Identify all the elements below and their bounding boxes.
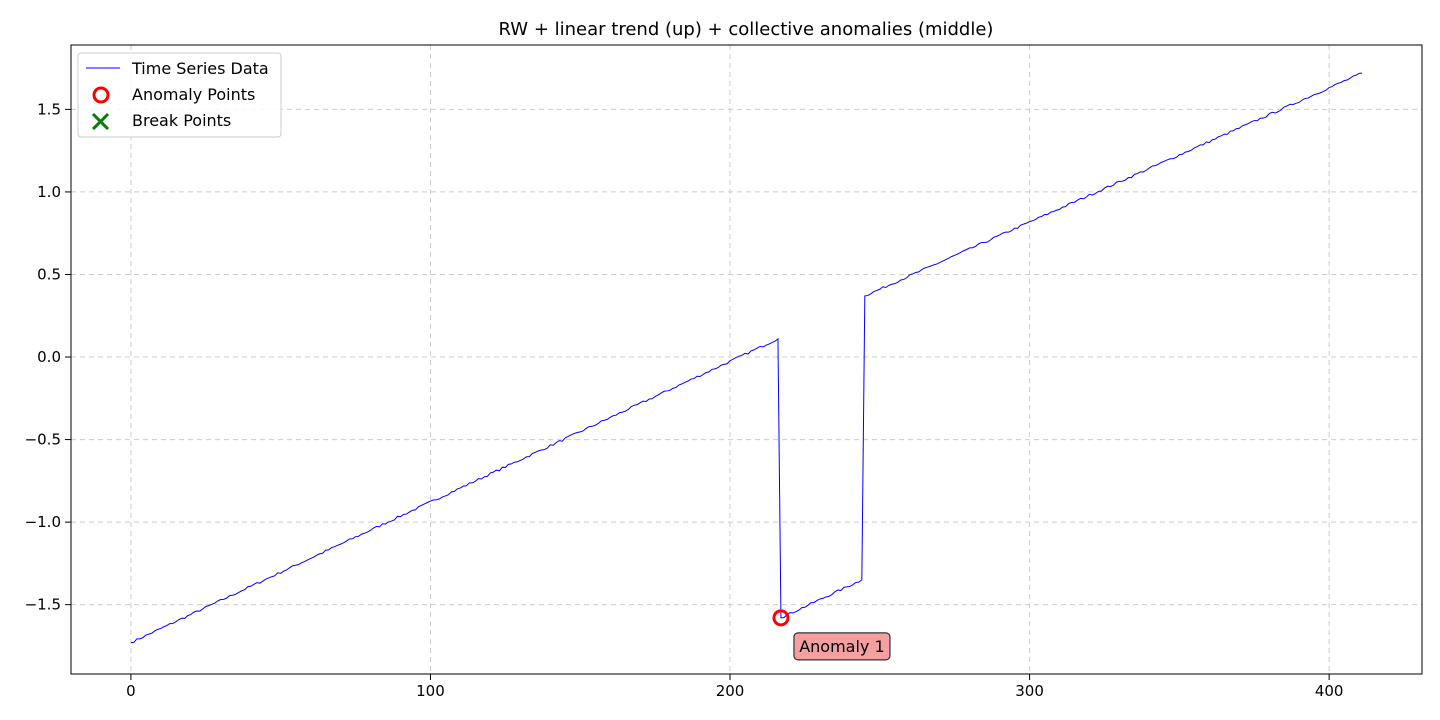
y-tick-label: 0.0	[37, 348, 61, 366]
plot-frame	[70, 44, 1423, 675]
annotation-label: Anomaly 1	[799, 637, 884, 656]
series-layer	[130, 72, 1363, 644]
legend-break-swatch	[91, 112, 110, 131]
y-tick-label: −1.0	[25, 513, 61, 531]
annotations: Anomaly 1	[793, 632, 891, 661]
x-tick-label: 100	[416, 682, 445, 700]
series-line-time-series-data	[130, 72, 1363, 644]
x-axis: 0 100 200 300 400	[126, 674, 1343, 700]
chart-title: RW + linear trend (up) + collective anom…	[499, 19, 994, 40]
y-tick-label: 1.0	[37, 183, 61, 201]
y-tick-label: −0.5	[25, 431, 61, 449]
legend-label-anomaly: Anomaly Points	[132, 85, 255, 104]
legend-label-break: Break Points	[132, 111, 231, 130]
x-tick-label: 200	[716, 682, 745, 700]
legend: Time Series Data Anomaly Points Break Po…	[77, 52, 282, 138]
anomaly-point	[772, 609, 790, 627]
legend-label-series: Time Series Data	[131, 59, 269, 78]
anomaly-markers	[772, 609, 790, 627]
y-tick-label: −1.5	[25, 596, 61, 614]
annotation-box	[793, 632, 891, 661]
y-axis: −1.5 −1.0 −0.5 0.0 0.5 1.0 1.5	[25, 100, 71, 614]
legend-box	[77, 52, 282, 138]
y-tick-label: 1.5	[37, 100, 61, 118]
x-tick-label: 0	[126, 682, 136, 700]
x-tick-label: 400	[1315, 682, 1344, 700]
y-tick-label: 0.5	[37, 265, 61, 283]
legend-anomaly-swatch	[92, 86, 110, 104]
grid	[71, 45, 1422, 674]
x-tick-label: 300	[1015, 682, 1044, 700]
